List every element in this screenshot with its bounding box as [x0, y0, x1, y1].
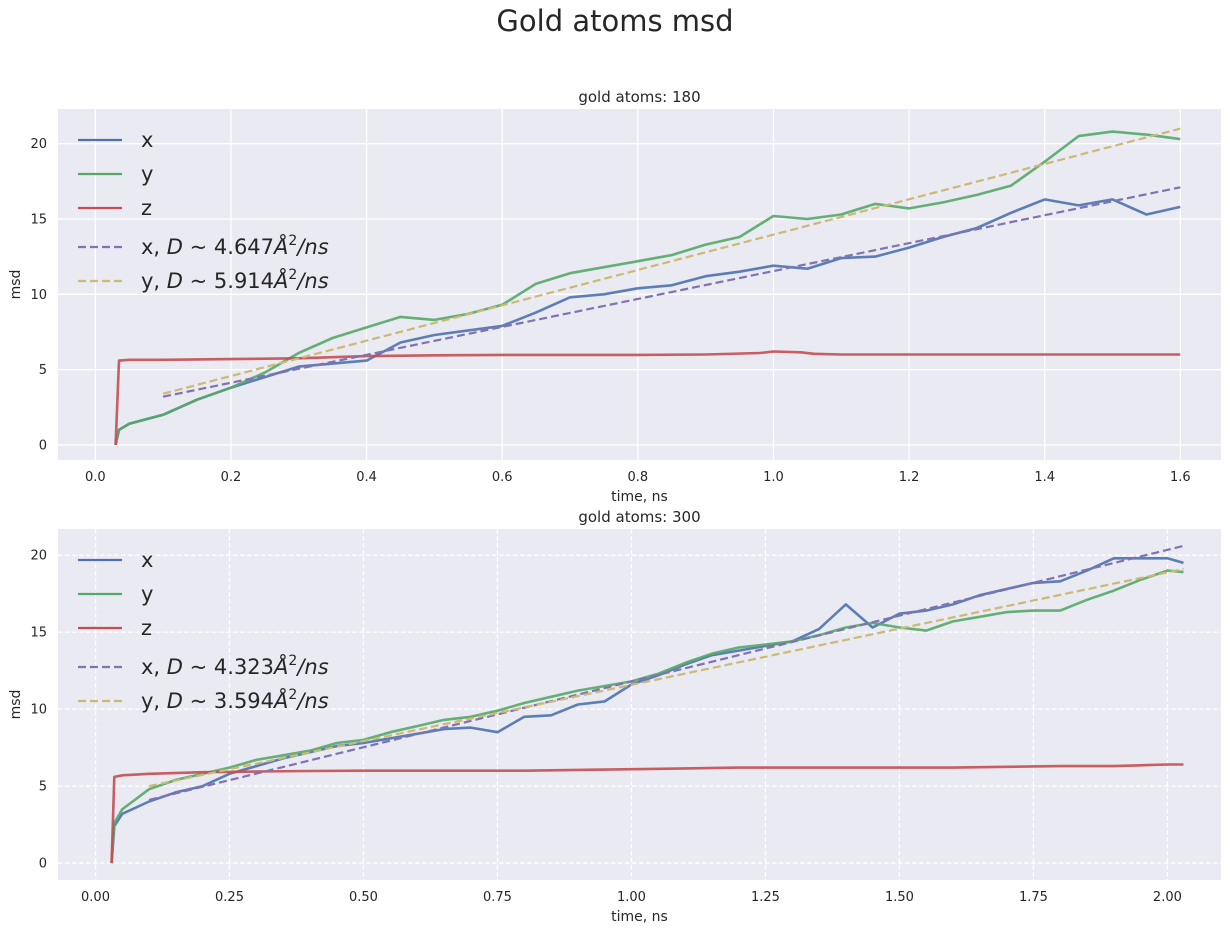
plot-area	[58, 529, 1221, 880]
y-tick-label: 15	[30, 212, 47, 227]
x-tick-label: 0.75	[483, 890, 512, 905]
x-tick-label: 1.50	[885, 890, 914, 905]
legend-label: z	[141, 616, 152, 640]
x-tick-label: 1.25	[751, 890, 780, 905]
series-line-fit-y	[148, 567, 1184, 788]
subplot-gold-180: 0.0 0.2 0.4 0.6 0.8 1.0 1.2 1.4 1.6 0 5 10 15 20 gold …	[8, 88, 1221, 505]
x-tick-label: 1.2	[899, 470, 920, 485]
x-tick-label: 1.6	[1170, 470, 1191, 485]
y-tick-label: 15	[30, 626, 47, 641]
legend-label: x, D ~ 4.323Å2/ns	[141, 653, 329, 679]
x-tick-label: 0.00	[81, 890, 110, 905]
y-tick-label: 10	[30, 703, 47, 718]
y-axis-label: msd	[8, 690, 24, 720]
series-line-fit-x	[148, 544, 1184, 801]
y-tick-label: 10	[30, 288, 47, 303]
x-tick-label: 1.0	[763, 470, 784, 485]
x-tick-label: 1.4	[1034, 470, 1055, 485]
series-line-z	[110, 763, 1184, 864]
legend-label: x	[141, 548, 153, 572]
y-tick-label: 0	[39, 438, 47, 453]
x-tick-label: 0.2	[221, 470, 242, 485]
series-group	[114, 127, 1181, 446]
y-tick-label: 20	[30, 549, 47, 564]
legend-label: y	[141, 582, 153, 606]
series-line-x	[114, 198, 1181, 446]
legend-label: y, D ~ 5.914Å2/ns	[141, 267, 329, 293]
legend-label: z	[141, 196, 152, 220]
series-line-z	[114, 350, 1181, 445]
x-tick-label: 1.00	[617, 890, 646, 905]
x-tick-label: 0.0	[85, 470, 106, 485]
legend-label: x	[141, 128, 153, 152]
subplot-gold-300: 0.00 0.25 0.50 0.75 1.00 1.25 1.50 1.75 2.00 0 5 10…	[8, 508, 1221, 925]
legend: xyz x, D ~ 4.323Å2/ns y, D ~ 3.594Å2/ns	[78, 548, 329, 713]
y-tick-label: 20	[30, 137, 47, 152]
series-group	[110, 544, 1184, 864]
y-axis-label: msd	[8, 270, 24, 300]
x-tick-label: 1.75	[1019, 890, 1048, 905]
y-tick-label: 5	[39, 363, 47, 378]
legend-label: y	[141, 162, 153, 186]
y-tick-label: 0	[39, 857, 47, 872]
legend-label: x, D ~ 4.647Å2/ns	[141, 233, 329, 259]
series-line-fit-x	[162, 186, 1181, 398]
x-tick-label: 0.8	[627, 470, 648, 485]
x-tick-label: 2.00	[1153, 890, 1182, 905]
figure-title: Gold atoms msd	[496, 4, 734, 38]
x-tick-label: 0.6	[492, 470, 513, 485]
x-tick-label: 0.4	[356, 470, 377, 485]
x-axis-label: time, ns	[611, 489, 668, 505]
series-line-fit-y	[162, 127, 1181, 395]
subplot-title: gold atoms: 300	[578, 508, 700, 526]
legend-label: y, D ~ 3.594Å2/ns	[141, 687, 329, 713]
legend: xyz x, D ~ 4.647Å2/ns y, D ~ 5.914Å2/ns	[78, 128, 329, 293]
x-axis-label: time, ns	[611, 909, 668, 925]
x-tick-label: 0.50	[349, 890, 378, 905]
y-tick-label: 5	[39, 780, 47, 795]
subplot-title: gold atoms: 180	[578, 88, 700, 106]
x-tick-label: 0.25	[215, 890, 244, 905]
